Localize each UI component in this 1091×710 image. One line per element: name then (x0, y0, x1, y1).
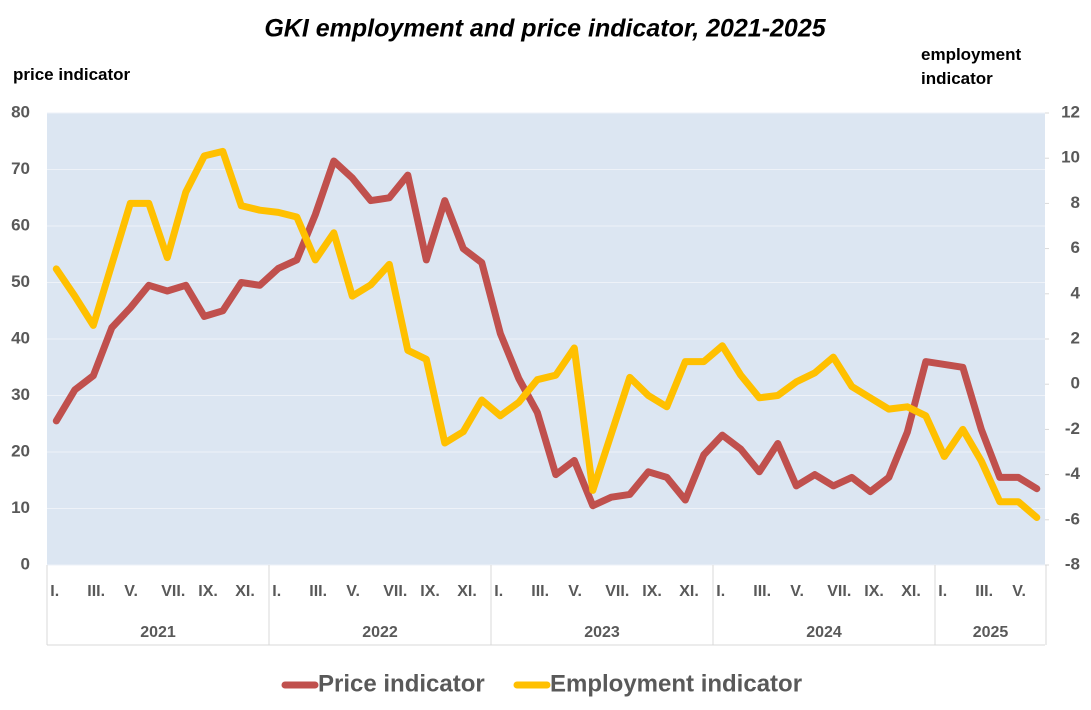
x-tick-label: IX. (864, 583, 884, 600)
x-tick-label: VII. (827, 583, 851, 600)
x-tick-label: IX. (642, 583, 662, 600)
y2-axis-title: employment indicator (921, 45, 1022, 88)
year-label: 2023 (584, 624, 620, 641)
chart-title: GKI employment and price indicator, 2021… (264, 15, 826, 43)
x-tick-label: VII. (605, 583, 629, 600)
y2-tick-label: 10 (1061, 148, 1080, 167)
x-tick-label: V. (124, 583, 138, 600)
y2-tick-label: -4 (1065, 464, 1081, 483)
x-tick-label: I. (50, 583, 59, 600)
y2-tick-label: 8 (1071, 193, 1080, 212)
x-tick-label: III. (531, 583, 549, 600)
year-label: 2025 (973, 624, 1009, 641)
x-tick-label: IX. (420, 583, 440, 600)
x-tick-label: III. (975, 583, 993, 600)
legend-label: Price indicator (318, 670, 485, 697)
x-tick-label: I. (938, 583, 947, 600)
x-tick-label: XI. (901, 583, 921, 600)
x-tick-label: XI. (457, 583, 477, 600)
y-tick-label: 40 (11, 328, 30, 347)
x-tick-label: XI. (679, 583, 699, 600)
y-tick-label: 30 (11, 385, 30, 404)
y-axis-title: price indicator (13, 65, 131, 84)
x-tick-label: XI. (235, 583, 255, 600)
x-tick-label: I. (494, 583, 503, 600)
y2-tick-label: 4 (1071, 283, 1081, 302)
y2-tick-label: -2 (1065, 419, 1080, 438)
legend-label: Employment indicator (550, 670, 802, 697)
y2-tick-label: 0 (1071, 374, 1080, 393)
y2-tick-label: 2 (1071, 328, 1080, 347)
y-tick-label: 10 (11, 498, 30, 517)
y2-tick-label: 6 (1071, 238, 1080, 257)
series-line (52, 147, 1041, 521)
x-tick-label: III. (753, 583, 771, 600)
x-tick-label: V. (1012, 583, 1026, 600)
y-tick-label: 20 (11, 441, 30, 460)
x-tick-label: I. (716, 583, 725, 600)
year-label: 2021 (140, 624, 176, 641)
x-tick-label: IX. (198, 583, 218, 600)
x-tick-label: V. (568, 583, 582, 600)
x-tick-label: VII. (161, 583, 185, 600)
y2-tick-label: 12 (1061, 102, 1080, 121)
x-tick-label: VII. (383, 583, 407, 600)
series-line (52, 157, 1041, 510)
x-tick-label: III. (309, 583, 327, 600)
x-tick-label: III. (87, 583, 105, 600)
y-tick-label: 0 (21, 554, 30, 573)
y2-tick-label: -6 (1065, 509, 1080, 528)
year-label: 2024 (806, 624, 842, 641)
x-tick-label: V. (790, 583, 804, 600)
y-tick-label: 80 (11, 102, 30, 121)
y-tick-label: 70 (11, 159, 30, 178)
y-tick-label: 50 (11, 272, 30, 291)
x-tick-label: I. (272, 583, 281, 600)
year-label: 2022 (362, 624, 398, 641)
x-tick-label: V. (346, 583, 360, 600)
y2-tick-label: -8 (1065, 554, 1080, 573)
y-tick-label: 60 (11, 215, 30, 234)
